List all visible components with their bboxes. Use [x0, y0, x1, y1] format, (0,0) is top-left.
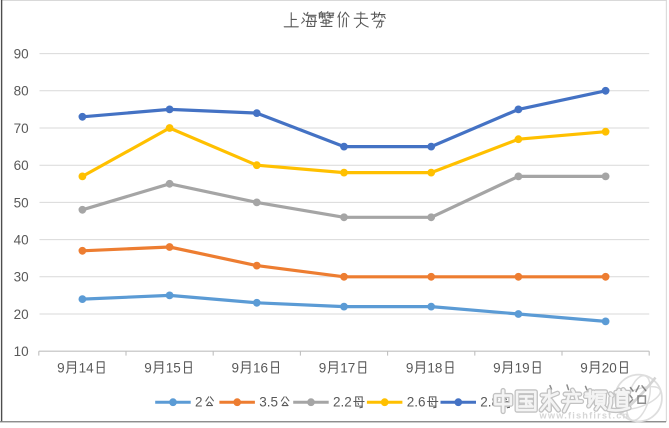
svg-text:15: 15 — [166, 360, 181, 375]
svg-text:20: 20 — [14, 307, 29, 322]
svg-text:30: 30 — [14, 270, 29, 285]
svg-text:2.6: 2.6 — [407, 395, 426, 410]
svg-text:14: 14 — [79, 360, 95, 375]
svg-text:40: 40 — [14, 233, 29, 248]
svg-text:60: 60 — [14, 158, 29, 173]
svg-text:17: 17 — [340, 360, 355, 375]
svg-text:9: 9 — [406, 360, 414, 375]
svg-text:16: 16 — [253, 360, 268, 375]
svg-text:9: 9 — [232, 360, 240, 375]
svg-text:80: 80 — [14, 84, 29, 99]
svg-text:9: 9 — [319, 360, 327, 375]
svg-text:10: 10 — [14, 344, 29, 359]
svg-text:2: 2 — [195, 395, 203, 410]
svg-text:18: 18 — [427, 360, 442, 375]
svg-text:2.2: 2.2 — [333, 395, 352, 410]
svg-text:9: 9 — [144, 360, 152, 375]
svg-text:9: 9 — [493, 360, 501, 375]
svg-text:www.fishfirst.cn: www.fishfirst.cn — [539, 411, 630, 421]
svg-text:20: 20 — [602, 360, 617, 375]
svg-text:90: 90 — [14, 47, 29, 62]
svg-text:19: 19 — [515, 360, 530, 375]
svg-text:9: 9 — [57, 360, 65, 375]
svg-text:9: 9 — [580, 360, 588, 375]
svg-text:50: 50 — [14, 195, 29, 210]
svg-text:70: 70 — [14, 121, 29, 136]
svg-text:3.5: 3.5 — [259, 395, 278, 410]
